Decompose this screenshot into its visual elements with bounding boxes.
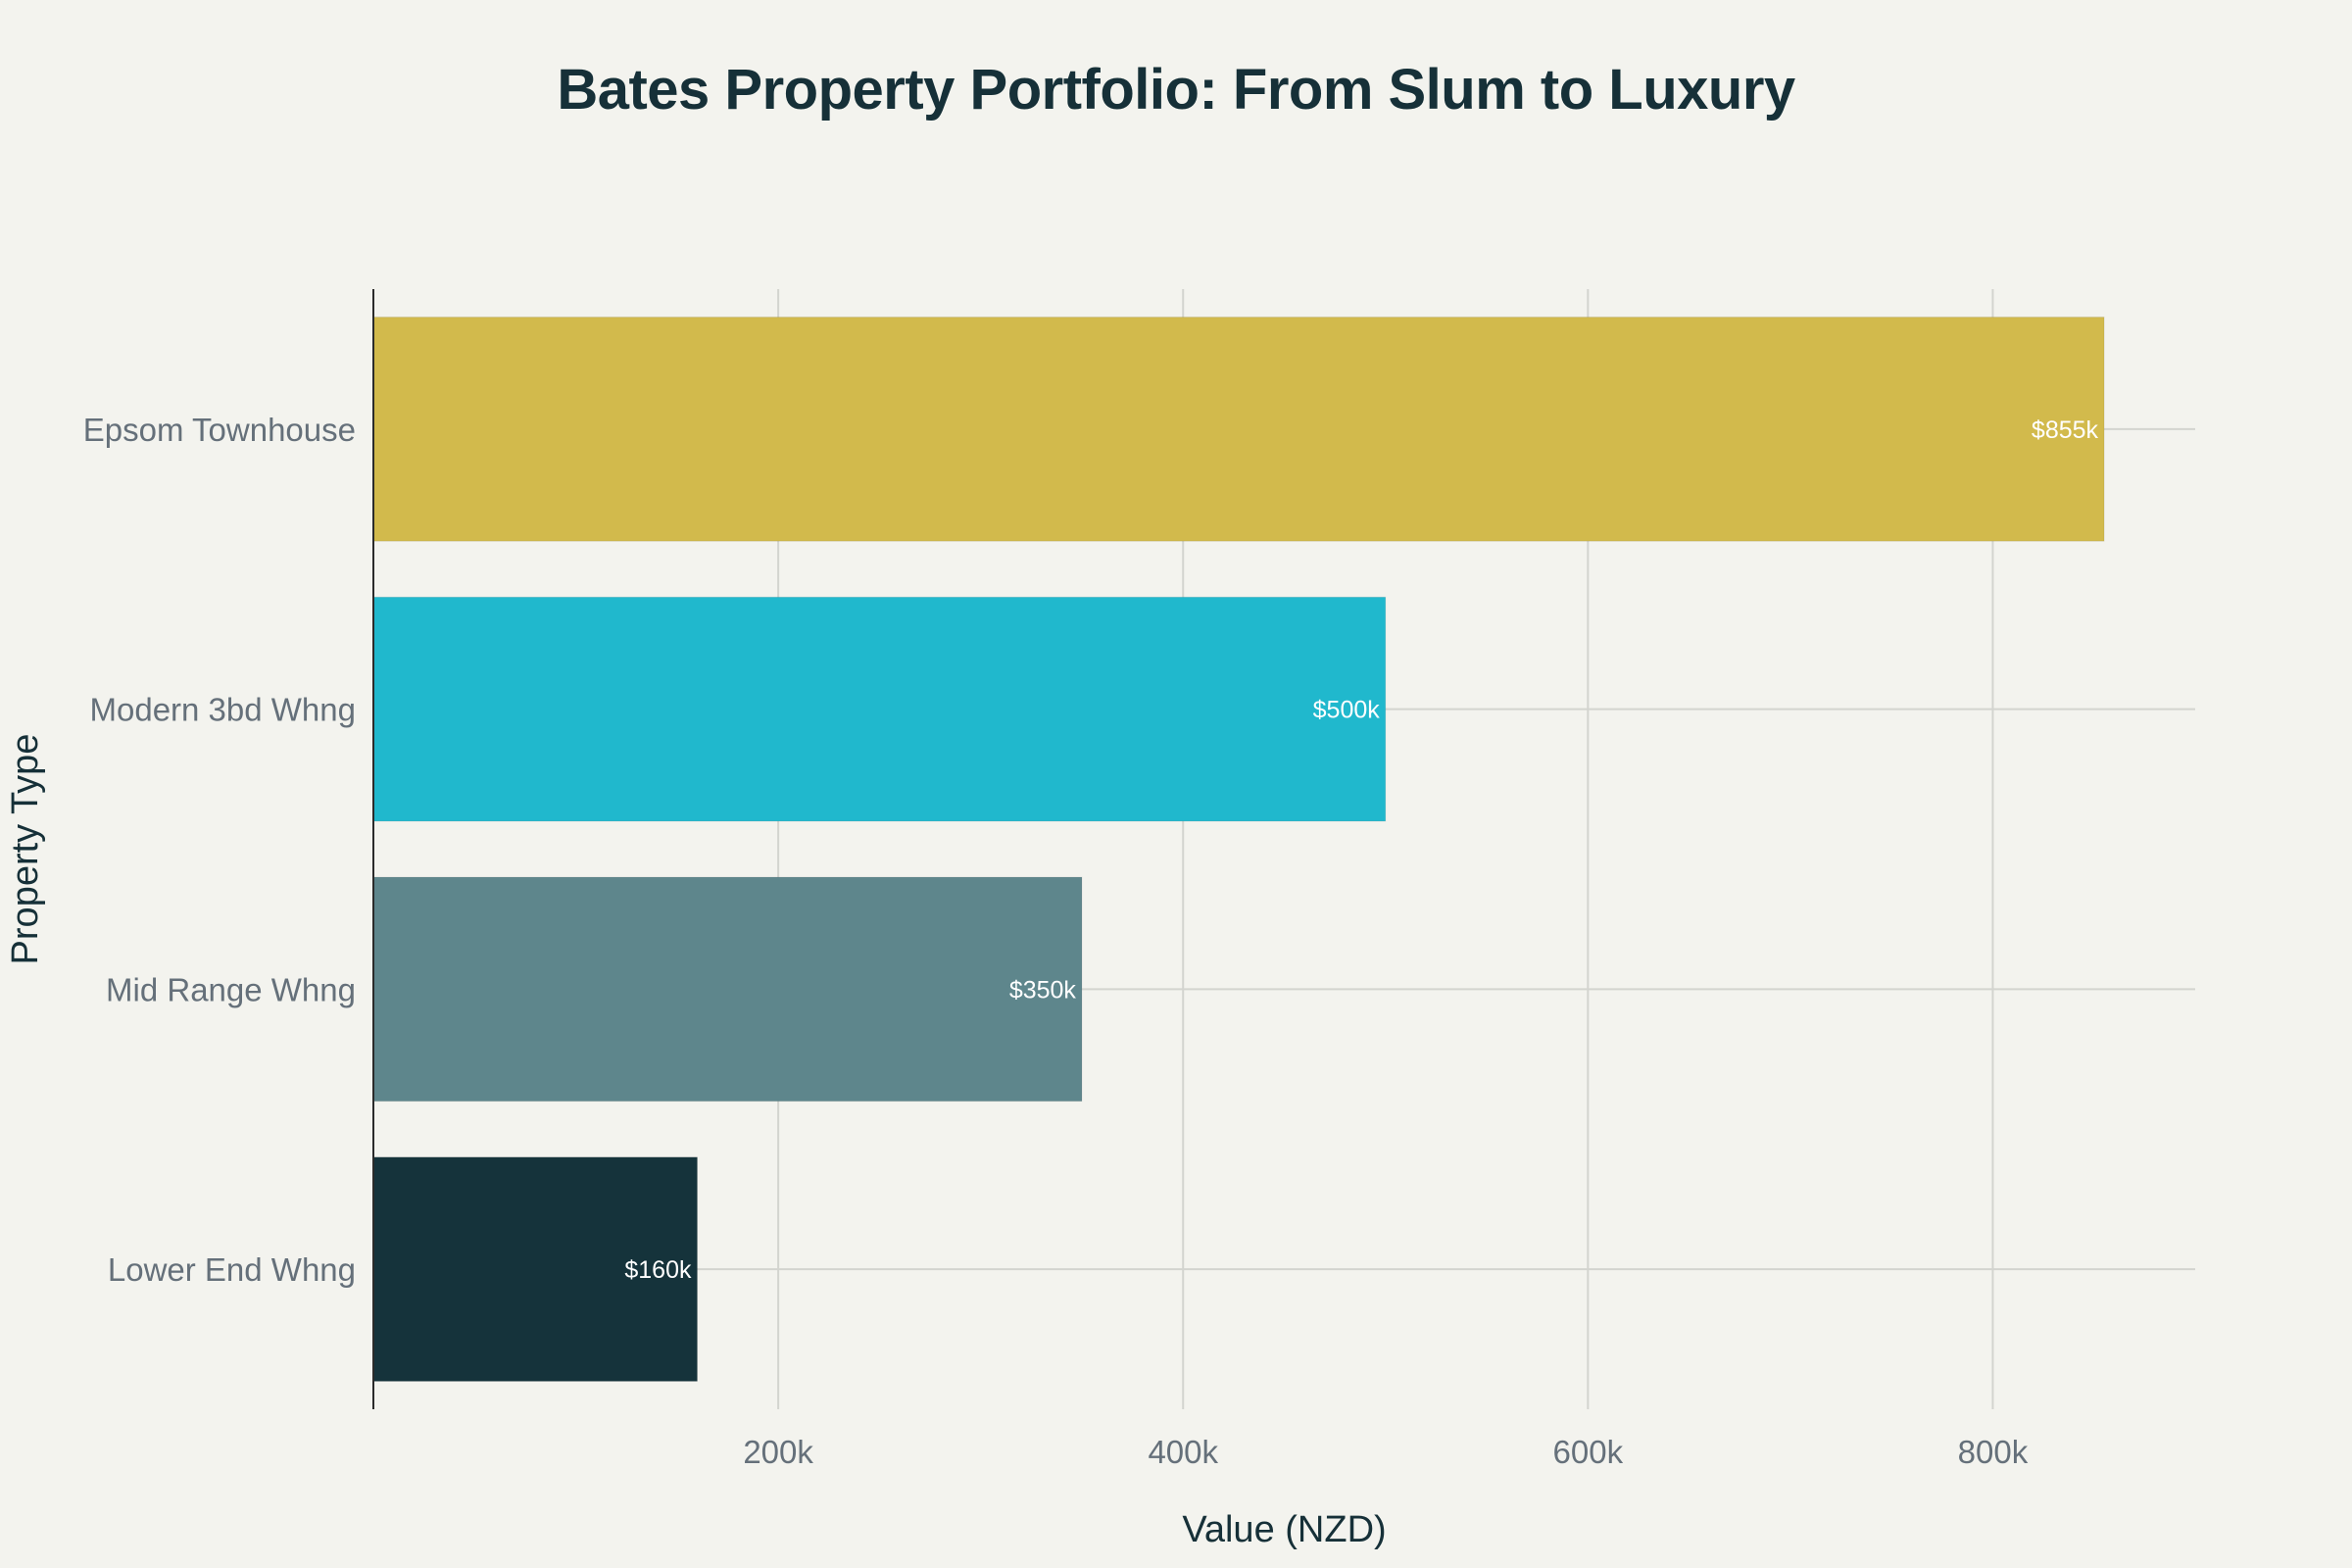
bar [372,876,1083,1102]
chart-title: Bates Property Portfolio: From Slum to L… [557,58,1795,122]
bar [372,317,2105,542]
data-labels: $160k $350k $500k $855k [624,416,2098,1284]
data-label: $500k [1313,697,1381,724]
bars [372,317,2105,1382]
bar [372,1156,698,1382]
x-tick-label: 200k [743,1434,813,1470]
y-tick-label: Mid Range Whng [106,971,356,1007]
x-tick-labels: 200k 400k 600k 800k [743,1434,2028,1470]
y-axis-title: Property Type [5,734,46,965]
data-label: $350k [1009,976,1077,1004]
x-tick-label: 400k [1148,1434,1218,1470]
y-tick-label: Epsom Townhouse [83,412,356,448]
x-axis-title: Value (NZD) [1182,1509,1386,1550]
bar [372,596,1387,822]
data-label: $160k [624,1256,692,1284]
x-tick-label: 800k [1958,1434,2029,1470]
data-label: $855k [2032,416,2099,444]
y-tick-label: Modern 3bd Whng [90,692,357,728]
y-tick-labels: Lower End Whng Mid Range Whng Modern 3bd W… [83,412,356,1288]
y-tick-label: Lower End Whng [108,1251,356,1288]
x-tick-label: 600k [1553,1434,1624,1470]
